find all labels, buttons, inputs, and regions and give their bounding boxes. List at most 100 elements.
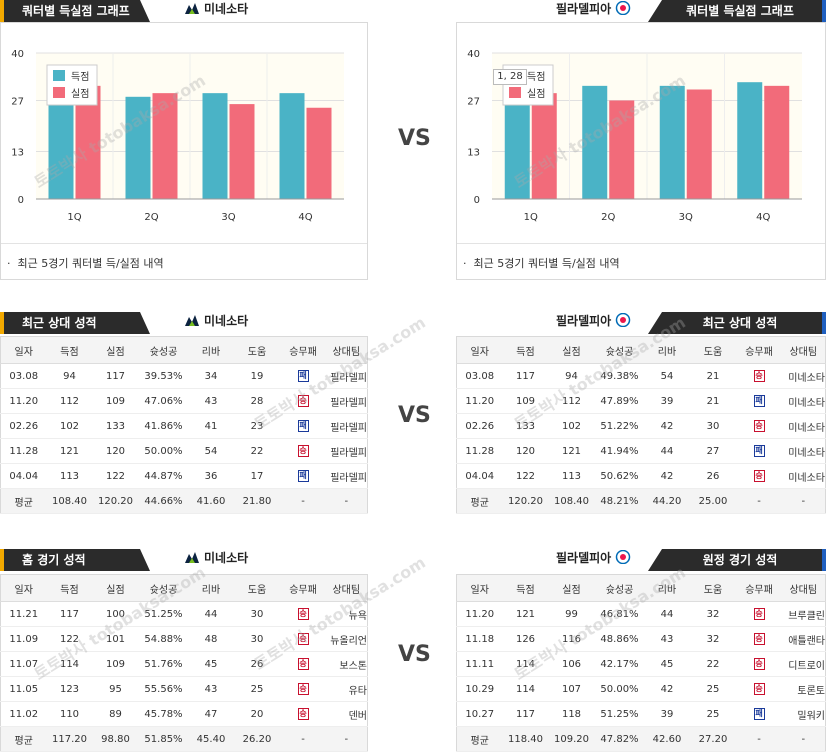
table-cell: 106 (548, 651, 595, 677)
column-header: 리바 (188, 574, 234, 602)
table-cell: 10.29 (456, 676, 503, 702)
y-tick-label: 27 (467, 96, 480, 107)
table-row: 02.26 102 133 41.86% 41 23 패 필라델피 (0, 413, 368, 439)
table-cell: 25 (689, 701, 737, 727)
table-cell: 28 (233, 388, 281, 414)
table-cell: 114 (502, 676, 549, 702)
average-cell: - (280, 488, 326, 514)
table-cell: 27 (689, 438, 737, 464)
table-cell: 51.22% (594, 413, 645, 439)
table-cell: 04.04 (0, 463, 47, 489)
table-header-row: 일자 득점 실점 슛성공 리바 도움 승무패 상대팀 (0, 574, 368, 602)
column-header: 일자 (456, 336, 503, 364)
column-header: 상대팀 (781, 336, 826, 364)
table-header-row: 일자 득점 실점 슛성공 리바 도움 승무패 상대팀 (456, 574, 826, 602)
table-cell: 54 (188, 438, 234, 464)
table-cell: 101 (92, 626, 139, 652)
table-cell: 25 (233, 676, 281, 702)
result-badge: 패 (297, 470, 309, 482)
average-cell: - (280, 726, 326, 752)
table-cell: 47 (188, 701, 234, 727)
table-cell: 미네소타 (781, 438, 826, 464)
table-cell: 48.86% (594, 626, 645, 652)
average-cell: - (325, 726, 368, 752)
table-cell: 보스톤 (325, 651, 368, 677)
team-name-left: 미네소타 (180, 547, 248, 569)
bar-scored (125, 96, 151, 199)
average-cell: - (781, 726, 826, 752)
result-cell: 패 (280, 413, 326, 439)
x-tick-label: 4Q (756, 212, 770, 223)
table-cell: 브루클린 (781, 601, 826, 627)
table-cell: 미네소타 (781, 388, 826, 414)
legend-label: 실점 (71, 88, 89, 100)
table-cell: 필라델피 (325, 363, 368, 389)
table-cell: 21 (689, 388, 737, 414)
average-cell: 48.21% (594, 488, 645, 514)
column-header: 득점 (502, 336, 549, 364)
home-record-table-left: 일자 득점 실점 슛성공 리바 도움 승무패 상대팀 11.21 117 100 51.25% 44 30… (0, 574, 368, 752)
table-row: 10.29 114 107 50.00% 42 25 승 토론토 (456, 676, 826, 702)
average-cell: - (781, 488, 826, 514)
table-cell: 46.81% (594, 601, 645, 627)
result-cell: 승 (280, 388, 326, 414)
x-tick-label: 1Q (67, 212, 81, 223)
table-cell: 뉴올리언 (325, 626, 368, 652)
average-row: 평균 117.20 98.80 51.85% 45.40 26.20- - (0, 726, 368, 752)
table-cell: 133 (502, 413, 549, 439)
column-header: 상대팀 (781, 574, 826, 602)
table-cell: 54.88% (138, 626, 189, 652)
result-badge: 승 (753, 658, 765, 670)
team-name-right: 필라델피아 (556, 0, 635, 20)
average-row: 평균 118.40 109.20 47.82% 42.60 27.20- - (456, 726, 826, 752)
chart-note: · 최근 5경기 쿼터별 득/실점 내역 (463, 257, 620, 270)
result-badge: 승 (297, 395, 309, 407)
table-cell: 22 (689, 651, 737, 677)
table-row: 11.20 112 109 47.06% 43 28 승 필라델피 (0, 388, 368, 414)
table-row: 04.04 113 122 44.87% 36 17 패 필라델피 (0, 463, 368, 489)
quarter-chart-panel-left: 0 13 27 40 1Q 2Q 3Q 4Q 득점 실점 · 최근 5경기 쿼터별 득/실점 내역 (0, 22, 368, 280)
average-cell: 109.20 (548, 726, 595, 752)
table-cell: 필라델피 (325, 413, 368, 439)
table-cell: 34 (188, 363, 234, 389)
table-cell: 121 (548, 438, 595, 464)
table-cell: 미네소타 (781, 363, 826, 389)
table-cell: 41.94% (594, 438, 645, 464)
result-badge: 패 (753, 445, 765, 457)
column-header: 승무패 (280, 336, 326, 364)
table-cell: 11.07 (0, 651, 47, 677)
average-cell: 42.60 (644, 726, 690, 752)
average-row: 평균 108.40 120.20 44.66% 41.60 21.80- - (0, 488, 368, 514)
average-cell: 25.00 (689, 488, 737, 514)
76ers-logo-icon (615, 549, 631, 565)
average-cell: 120.20 (502, 488, 549, 514)
average-cell: 평균 (0, 488, 47, 514)
result-badge: 승 (297, 658, 309, 670)
table-cell: 51.25% (138, 601, 189, 627)
team-name-right: 필라델피아 (556, 547, 635, 569)
legend-swatch (53, 70, 65, 81)
table-cell: 36 (188, 463, 234, 489)
column-header: 실점 (548, 336, 595, 364)
table-cell: 121 (46, 438, 93, 464)
table-cell: 49.38% (594, 363, 645, 389)
table-cell: 117 (92, 363, 139, 389)
table-cell: 11.11 (456, 651, 503, 677)
team-name-right: 필라델피아 (556, 310, 635, 332)
table-cell: 밀워키 (781, 701, 826, 727)
legend (46, 64, 98, 106)
y-tick-label: 0 (474, 195, 480, 206)
table-cell: 21 (689, 363, 737, 389)
column-header: 리바 (644, 574, 690, 602)
table-row: 11.28 121 120 50.00% 54 22 승 필라델피 (0, 438, 368, 464)
table-header-row: 일자 득점 실점 슛성공 리바 도움 승무패 상대팀 (0, 336, 368, 364)
table-cell: 120 (502, 438, 549, 464)
result-badge: 승 (297, 608, 309, 620)
result-cell: 승 (736, 676, 782, 702)
average-cell: - (736, 726, 782, 752)
table-cell: 41.86% (138, 413, 189, 439)
table-cell: 11.28 (456, 438, 503, 464)
table-row: 11.02 110 89 45.78% 47 20 승 덴버 (0, 701, 368, 727)
table-cell: 55.56% (138, 676, 189, 702)
